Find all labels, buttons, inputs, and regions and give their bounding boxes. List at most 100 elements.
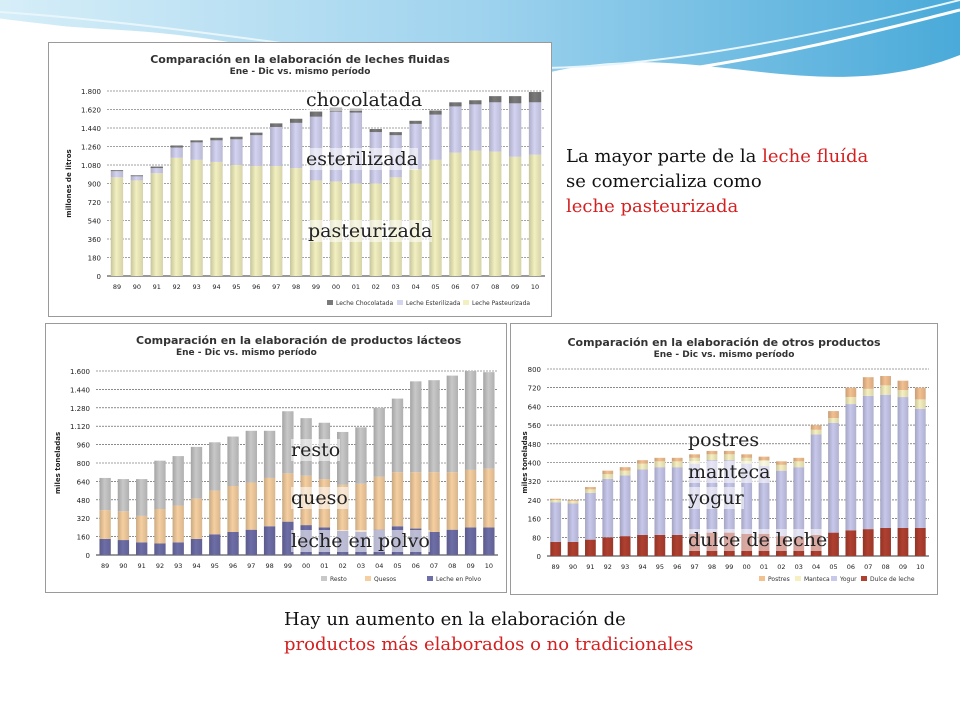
chart-title: Comparación en la elaboración de otros p… [567, 336, 881, 349]
bar-segment-postres [793, 457, 805, 462]
bar-segment-leche-en-polvo [263, 526, 276, 555]
y-tick-label: 1.800 [81, 88, 101, 96]
text-highlight: leche pasteurizada [566, 196, 739, 217]
legend-swatch [327, 300, 333, 305]
bar-segment-yogur [758, 466, 770, 534]
bar-segment-leche-en-polvo [483, 527, 495, 555]
bar-segment-quesos [428, 472, 440, 532]
x-tick-label: 05 [829, 563, 837, 571]
bar-segment-manteca [619, 470, 631, 476]
bar-segment-leche-chocolatada [449, 102, 462, 107]
bar-segment-leche-chocolatada [369, 129, 382, 133]
bar-segment-leche-esterilizada [429, 114, 442, 160]
bar-segment-leche-en-polvo [209, 534, 221, 555]
bar-segment-dulce-de-leche [671, 534, 683, 556]
x-tick-label: 06 [412, 562, 420, 570]
bar-segment-leche-esterilizada [150, 168, 163, 174]
bar-segment-dulce-de-leche [637, 534, 648, 556]
x-tick-label: 92 [604, 563, 612, 571]
bar-segment-resto [410, 381, 422, 473]
x-tick-label: 02 [777, 563, 785, 571]
x-tick-label: 07 [471, 283, 479, 291]
bar-segment-leche-pasteurizada [528, 154, 542, 276]
bar-segment-leche-pasteurizada [150, 173, 163, 276]
bar-segment-postres [776, 461, 787, 465]
bar-segment-leche-en-polvo [99, 538, 111, 555]
bar-segment-leche-esterilizada [528, 102, 542, 155]
y-tick-label: 240 [528, 497, 541, 505]
y-tick-label: 560 [528, 422, 541, 430]
bar-segment-quesos [263, 477, 276, 527]
bar-segment-leche-chocolatada [469, 100, 482, 105]
legend-entry: Postres [768, 576, 790, 583]
bar-segment-resto [263, 430, 276, 478]
bar-segment-dulce-de-leche [897, 527, 909, 556]
bar-segment-manteca [602, 474, 614, 479]
bar-segment-leche-esterilizada [270, 126, 283, 167]
bar-segment-quesos [190, 498, 203, 539]
bar-segment-quesos [154, 509, 166, 544]
x-tick-label: 93 [192, 283, 200, 291]
x-tick-label: 91 [153, 283, 161, 291]
x-tick-label: 92 [173, 283, 181, 291]
x-tick-label: 95 [656, 563, 664, 571]
y-tick-label: 320 [77, 515, 90, 523]
x-tick-label: 05 [393, 562, 401, 570]
x-tick-label: 03 [357, 562, 365, 570]
bar-segment-dulce-de-leche [914, 527, 926, 556]
bar-segment-resto [282, 411, 294, 474]
bar-segment-leche-esterilizada [210, 140, 223, 162]
x-tick-label: 89 [101, 562, 109, 570]
y-tick-label: 960 [77, 442, 90, 450]
y-tick-label: 400 [528, 460, 541, 468]
y-tick-label: 160 [77, 534, 90, 542]
bar-segment-leche-pasteurizada [110, 177, 124, 276]
y-tick-label: 160 [528, 516, 541, 524]
bar-segment-yogur [810, 434, 822, 535]
legend-entry: Leche en Polvo [436, 576, 481, 583]
label-manteca: manteca [688, 461, 771, 483]
bar-segment-quesos [117, 511, 130, 541]
bar-segment-yogur [880, 394, 891, 528]
chart-subtitle: Ene - Dic vs. mismo período [229, 67, 371, 77]
x-tick-label: 97 [690, 563, 698, 571]
bar-segment-leche-chocolatada [130, 175, 144, 177]
bar-segment-dulce-de-leche [550, 541, 562, 556]
bar-segment-postres [585, 487, 596, 490]
bar-segment-leche-esterilizada [469, 104, 482, 151]
bar-segment-postres [602, 470, 614, 475]
bar-segment-dulce-de-leche [862, 529, 874, 556]
legend-entry: Leche Chocolatada [336, 300, 393, 307]
bar-segment-quesos [245, 482, 257, 530]
bar-segment-manteca [723, 454, 735, 461]
bar-segment-postres [550, 498, 562, 500]
bar-segment-postres [810, 425, 822, 430]
bar-segment-leche-en-polvo [172, 542, 184, 555]
x-tick-label: 10 [485, 562, 493, 570]
y-tick-label: 180 [88, 255, 101, 263]
x-tick-label: 97 [272, 283, 280, 291]
x-tick-label: 94 [192, 562, 200, 570]
x-tick-label: 00 [743, 563, 751, 571]
bar-segment-leche-en-polvo [117, 540, 130, 555]
bar-segment-leche-chocolatada [389, 132, 402, 136]
legend-swatch [397, 300, 403, 305]
legend-entry: Resto [330, 576, 347, 583]
bar-segment-postres [897, 380, 909, 391]
bar-segment-leche-en-polvo [446, 529, 458, 555]
bar-segment-leche-chocolatada [250, 132, 263, 136]
y-tick-label: 800 [77, 460, 90, 468]
bar-segment-yogur [654, 467, 666, 535]
bar-segment-leche-en-polvo [136, 542, 148, 555]
bar-segment-leche-esterilizada [289, 122, 303, 169]
bar-segment-postres [845, 387, 857, 398]
x-tick-label: 96 [252, 283, 260, 291]
x-tick-label: 99 [284, 562, 292, 570]
bar-segment-manteca [550, 499, 562, 503]
bar-segment-manteca [793, 461, 805, 468]
x-tick-label: 05 [431, 283, 439, 291]
y-tick-label: 320 [528, 478, 541, 486]
label-chocolatada: chocolatada [306, 89, 423, 111]
label-pasteurizada: pasteurizada [308, 220, 433, 242]
bar-segment-leche-chocolatada [489, 96, 502, 103]
